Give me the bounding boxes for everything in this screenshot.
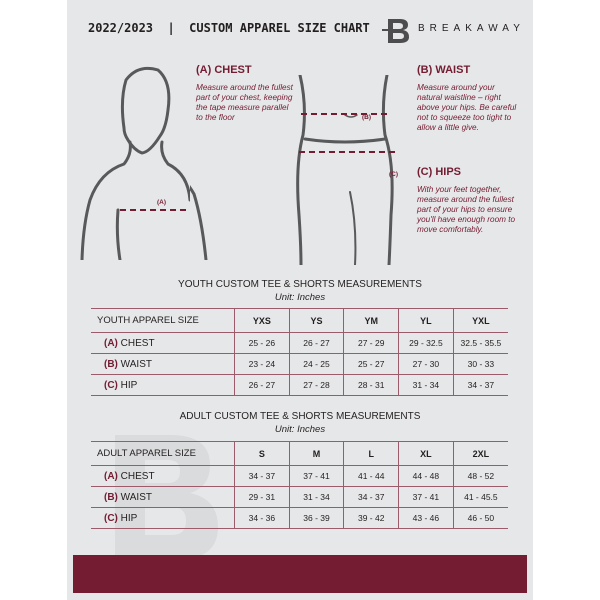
row-label: (B) WAIST: [91, 486, 235, 508]
cell: 27 - 28: [288, 374, 344, 396]
size-header: YL: [398, 308, 454, 333]
waist-heading: (B) WAIST: [417, 64, 471, 76]
row-name: CHEST: [120, 470, 155, 482]
waist-description: Measure around your natural waistline – …: [417, 83, 517, 132]
cell: 43 - 46: [398, 507, 454, 529]
cell: 34 - 36: [234, 507, 290, 529]
brand-name: BREAKAWAY: [418, 23, 525, 34]
cell: 34 - 37: [343, 486, 399, 508]
size-header: 2XL: [452, 441, 508, 466]
size-header: S: [234, 441, 290, 466]
hips-marker: (C): [389, 171, 399, 178]
cell: 46 - 50: [452, 507, 508, 529]
hips-heading: (C) HIPS: [417, 166, 461, 178]
row-name: WAIST: [120, 491, 152, 503]
cell: 36 - 39: [288, 507, 344, 529]
row-label: (C) HIP: [91, 374, 235, 396]
size-header: L: [343, 441, 399, 466]
chest-heading: (A) CHEST: [196, 64, 252, 76]
table-header-row: YOUTH APPAREL SIZE YXS YS YM YL YXL: [91, 308, 508, 333]
row-label: (C) HIP: [91, 507, 235, 529]
upper-body-figure: [80, 66, 190, 260]
cell: 37 - 41: [398, 486, 454, 508]
adult-size-table: ADULT APPAREL SIZE S M L XL 2XL (A) CHES…: [91, 441, 508, 529]
youth-table-title: YOUTH CUSTOM TEE & SHORTS MEASUREMENTS: [178, 279, 422, 290]
row-code: (A): [104, 470, 118, 482]
cell: 27 - 30: [398, 353, 454, 375]
header-label: ADULT APPAREL SIZE: [91, 441, 235, 466]
cell: 31 - 34: [398, 374, 454, 396]
row-name: HIP: [120, 379, 138, 391]
cell: 30 - 33: [452, 353, 508, 375]
cell: 44 - 48: [398, 465, 454, 487]
adult-table-title: ADULT CUSTOM TEE & SHORTS MEASUREMENTS: [179, 411, 421, 422]
chest-marker: (A): [157, 199, 167, 206]
header-label: YOUTH APPAREL SIZE: [91, 308, 235, 333]
cell: 29 - 32.5: [398, 332, 454, 354]
cell: 39 - 42: [343, 507, 399, 529]
cell: 34 - 37: [234, 465, 290, 487]
cell: 32.5 - 35.5: [452, 332, 508, 354]
cell: 41 - 44: [343, 465, 399, 487]
cell: 28 - 31: [343, 374, 399, 396]
size-header: YM: [343, 308, 399, 333]
cell: 25 - 26: [234, 332, 290, 354]
size-header: XL: [398, 441, 454, 466]
youth-size-table: YOUTH APPAREL SIZE YXS YS YM YL YXL (A) …: [91, 308, 508, 396]
row-code: (B): [104, 358, 118, 370]
cell: 29 - 31: [234, 486, 290, 508]
size-header: YS: [288, 308, 344, 333]
cell: 37 - 41: [288, 465, 344, 487]
cell: 48 - 52: [452, 465, 508, 487]
table-header-row: ADULT APPAREL SIZE S M L XL 2XL: [91, 441, 508, 466]
table-row: (C) HIP 26 - 27 27 - 28 28 - 31 31 - 34 …: [91, 374, 508, 396]
breakaway-logo-icon: [382, 19, 409, 43]
row-code: (C): [104, 512, 118, 524]
waist-marker: (B): [362, 114, 372, 121]
upper-body-right-figure: [190, 185, 208, 260]
adult-table-unit: Unit: Inches: [274, 424, 326, 435]
hips-description: With your feet together, measure around …: [417, 185, 516, 234]
footer-band: [73, 555, 527, 593]
cell: 23 - 24: [234, 353, 290, 375]
row-label: (A) CHEST: [91, 332, 235, 354]
chest-description: Measure around the fullest part of your …: [196, 83, 293, 122]
table-row: (B) WAIST 29 - 31 31 - 34 34 - 37 37 - 4…: [91, 486, 508, 508]
row-label: (B) WAIST: [91, 353, 235, 375]
row-code: (A): [104, 337, 118, 349]
table-row: (A) CHEST 25 - 26 26 - 27 27 - 29 29 - 3…: [91, 332, 508, 354]
row-name: CHEST: [120, 337, 155, 349]
cell: 34 - 37: [452, 374, 508, 396]
row-label: (A) CHEST: [91, 465, 235, 487]
row-code: (C): [104, 379, 118, 391]
cell: 25 - 27: [343, 353, 399, 375]
size-header: M: [288, 441, 344, 466]
row-name: WAIST: [120, 358, 152, 370]
size-header: YXL: [452, 308, 508, 333]
youth-table-unit: Unit: Inches: [274, 292, 326, 303]
cell: 41 - 45.5: [452, 486, 508, 508]
size-header: YXS: [234, 308, 290, 333]
cell: 31 - 34: [288, 486, 344, 508]
table-row: (C) HIP 34 - 36 36 - 39 39 - 42 43 - 46 …: [91, 507, 508, 529]
table-row: (A) CHEST 34 - 37 37 - 41 41 - 44 44 - 4…: [91, 465, 508, 487]
row-code: (B): [104, 491, 118, 503]
lower-body-figure: [296, 75, 395, 265]
cell: 26 - 27: [234, 374, 290, 396]
cell: 26 - 27: [288, 332, 344, 354]
table-row: (B) WAIST 23 - 24 24 - 25 25 - 27 27 - 3…: [91, 353, 508, 375]
row-name: HIP: [120, 512, 138, 524]
cell: 24 - 25: [288, 353, 344, 375]
cell: 27 - 29: [343, 332, 399, 354]
page-title: 2022/2023 | CUSTOM APPAREL SIZE CHART: [88, 21, 370, 35]
